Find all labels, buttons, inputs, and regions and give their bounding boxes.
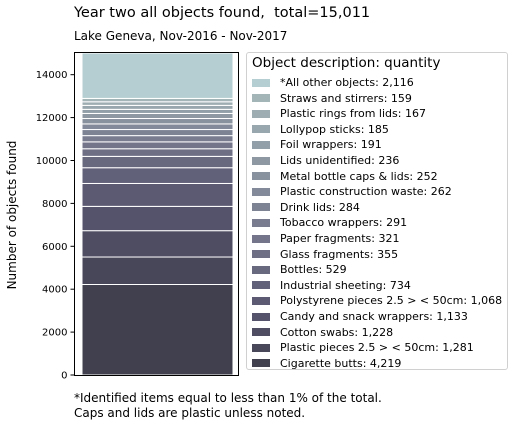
legend-label: Plastic pieces 2.5 > < 50cm: 1,281 [280,341,474,355]
legend-swatch [252,312,270,321]
chart-subtitle: Lake Geneva, Nov-2016 - Nov-2017 [74,29,288,43]
legend-label: Metal bottle caps & lids: 252 [280,169,438,183]
legend-label: Cotton swabs: 1,228 [280,325,394,339]
legend-swatch [252,156,270,165]
legend-label: Paper fragments: 321 [280,232,400,245]
bar-segment-5 [81,167,234,184]
bar-segment-6 [81,155,234,169]
legend-label: Plastic rings from lids: 167 [280,107,426,121]
y-axis: 0 2000 4000 6000 8000 10000 12000 14000 [36,70,75,382]
y-tick-label: 4000 [42,285,67,296]
legend-entry: Tobacco wrappers: 291 [252,215,407,230]
legend-swatch [252,296,270,305]
bar-segment-12 [81,118,234,125]
legend-swatch [252,218,270,227]
bar-segment-14 [81,108,234,114]
plot-frame [74,52,239,376]
legend: Object description: quantity *All other … [246,52,508,370]
legend-swatch [252,265,270,274]
bar-segment-9 [81,135,234,143]
legend-swatch [252,140,270,149]
legend-label: Lids unidentified: 236 [280,154,400,167]
bar-segment-16 [81,101,234,106]
bar-segment-7 [81,148,234,157]
legend-entry: Drink lids: 284 [252,200,360,215]
legend-swatch [252,109,270,118]
legend-swatch [252,281,270,290]
bar-segment-4 [81,182,234,207]
bar-segment-2 [81,230,234,258]
legend-label: Polystyrene pieces 2.5 > < 50cm: 1,068 [280,294,503,308]
legend-entry: Glass fragments: 355 [252,247,398,262]
legend-swatch [252,234,270,243]
legend-entry: Straws and stirrers: 159 [252,91,412,106]
legend-entry: Paper fragments: 321 [252,231,399,246]
bar-segment-11 [81,123,234,131]
legend-label: Straws and stirrers: 159 [280,91,412,105]
bar-segment-13 [81,112,234,120]
legend-entry: Lids unidentified: 236 [252,153,399,168]
legend-entry: Foil wrappers: 191 [252,137,382,152]
legend-swatch [252,78,270,87]
footnote-line-1: *Identified items equal to less than 1% … [74,391,382,405]
y-tick-label: 8000 [42,199,67,210]
bar-segments [81,52,234,376]
bar-segment-3 [81,205,234,232]
legend-entry: Cigarette butts: 4,219 [252,356,401,371]
y-tick-label: 2000 [42,328,67,339]
legend-swatch [252,203,270,212]
legend-label: Tobacco wrappers: 291 [280,216,408,230]
chart-title: Year two all objects found, total=15,011 [74,5,371,21]
legend-swatch [252,328,270,337]
legend-swatch [252,125,270,134]
legend-entry: Plastic rings from lids: 167 [252,106,426,121]
bar-segment-10 [81,129,234,137]
legend-label: Industrial sheeting: 734 [280,278,411,292]
legend-title: Object description: quantity [252,55,441,71]
y-tick-label: 6000 [42,242,67,253]
legend-label: Cigarette butts: 4,219 [280,356,402,370]
bar-segment-8 [81,141,234,150]
legend-entry: Metal bottle caps & lids: 252 [252,169,438,184]
y-tick-label: 14000 [36,70,68,81]
y-tick-label: 10000 [36,156,68,167]
legend-label: Plastic construction waste: 262 [280,185,452,199]
legend-label: Lollypop sticks: 185 [280,122,389,136]
legend-label: Glass fragments: 355 [280,247,399,261]
legend-entry: Lollypop sticks: 185 [252,122,389,137]
footnote: *Identified items equal to less than 1% … [74,391,382,421]
legend-entry: Plastic construction waste: 262 [252,184,452,199]
bar-segment-17 [81,97,234,103]
bar-segment-0 [81,283,234,376]
bar-segment-15 [81,104,234,110]
legend-label: Drink lids: 284 [280,200,360,214]
legend-entry: Polystyrene pieces 2.5 > < 50cm: 1,068 [252,293,502,308]
legend-entry: *All other objects: 2,116 [252,75,414,90]
legend-label: Foil wrappers: 191 [280,138,382,152]
legend-swatch [252,359,270,368]
legend-label: Candy and snack wrappers: 1,133 [280,310,468,323]
legend-label: *All other objects: 2,116 [280,76,414,89]
legend-swatch [252,172,270,181]
legend-entry: Industrial sheeting: 734 [252,278,411,293]
y-tick-label: 12000 [36,113,68,124]
y-tick-label: 0 [61,371,67,382]
bar-segment-18 [81,52,234,99]
legend-entry: Candy and snack wrappers: 1,133 [252,309,468,324]
legend-entry: Bottles: 529 [252,262,347,277]
legend-swatch [252,94,270,103]
legend-swatch [252,187,270,196]
y-axis-label: Number of objects found [5,141,19,290]
legend-swatch [252,250,270,259]
legend-entry: Cotton swabs: 1,228 [252,325,393,340]
legend-swatch [252,343,270,352]
legend-entry: Plastic pieces 2.5 > < 50cm: 1,281 [252,340,474,355]
legend-label: Bottles: 529 [280,263,347,277]
footnote-line-2: Caps and lids are plastic unless noted. [74,406,306,420]
bar-segment-1 [81,256,234,285]
